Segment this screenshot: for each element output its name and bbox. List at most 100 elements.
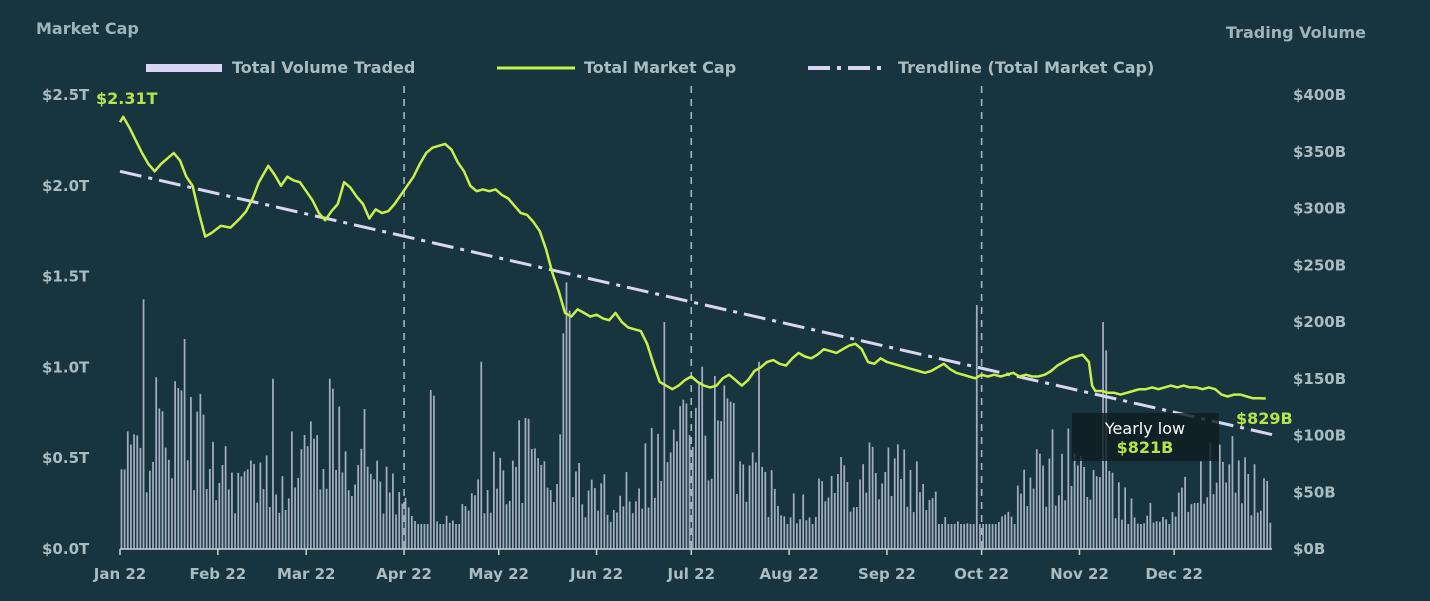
volume-bar	[1247, 473, 1250, 549]
volume-bar	[650, 427, 653, 549]
volume-bar	[1228, 464, 1231, 549]
volume-bar	[783, 516, 786, 549]
volume-bar	[167, 459, 170, 549]
volume-bar	[780, 515, 782, 549]
volume-bar	[590, 479, 593, 549]
volume-bar	[480, 361, 483, 549]
volume-bar	[344, 451, 347, 549]
volume-bar	[360, 448, 363, 549]
legend-swatch-volume	[146, 64, 222, 72]
volume-bar	[1061, 453, 1063, 549]
volume-bar	[578, 463, 580, 549]
volume-bar	[1206, 497, 1209, 549]
volume-bar	[1054, 505, 1057, 549]
volume-bar	[467, 510, 470, 549]
volume-bar	[868, 442, 871, 549]
volume-bar	[1004, 514, 1007, 549]
volume-bar	[584, 517, 587, 549]
volume-bar	[900, 479, 902, 549]
volume-bar	[821, 481, 824, 549]
volume-bar	[751, 452, 754, 549]
volume-bar	[638, 488, 640, 549]
volume-bar	[410, 516, 413, 549]
volume-bar	[1114, 518, 1117, 549]
volume-bar	[571, 497, 574, 549]
volume-bar	[268, 507, 271, 549]
volume-bar	[278, 512, 281, 549]
volume-bar	[382, 513, 385, 549]
volume-bar	[246, 469, 249, 549]
volume-bar	[597, 510, 599, 549]
volume-bar	[647, 507, 650, 549]
volume-bar	[540, 464, 543, 549]
volume-bar	[1124, 487, 1126, 549]
volume-bar	[603, 474, 606, 549]
volume-bar	[944, 517, 947, 549]
volume-bar	[619, 495, 622, 549]
volume-bar	[1067, 428, 1070, 549]
volume-bar	[224, 446, 227, 549]
volume-bar	[423, 524, 426, 549]
volume-bar	[956, 521, 959, 549]
volume-bar	[1020, 493, 1022, 549]
volume-bar	[1184, 476, 1186, 549]
volume-bar	[830, 476, 833, 549]
y-right-tick-label: $50B	[1293, 483, 1336, 501]
volume-bar	[139, 447, 142, 549]
volume-bar	[366, 466, 369, 549]
volume-bar	[988, 524, 991, 549]
volume-bar	[401, 503, 404, 549]
volume-bar	[489, 512, 492, 549]
volume-bar	[953, 524, 956, 549]
volume-bar	[250, 460, 252, 549]
volume-bar	[133, 434, 135, 549]
volume-bar	[669, 452, 672, 549]
volume-bar	[1121, 519, 1123, 549]
volume-bar	[319, 489, 322, 549]
volume-bar	[827, 497, 830, 549]
volume-bar	[1130, 498, 1133, 549]
volume-bar	[1042, 465, 1044, 549]
volume-bar	[594, 488, 596, 549]
volume-bar	[534, 448, 536, 549]
volume-bar	[1127, 524, 1130, 549]
volume-bar	[1155, 521, 1158, 549]
volume-bar	[887, 447, 890, 549]
volume-bar	[1092, 469, 1095, 549]
volume-bar	[474, 495, 476, 549]
volume-bar	[938, 524, 940, 549]
volume-bar	[925, 510, 928, 549]
volume-bar	[676, 441, 678, 549]
volume-bar	[338, 406, 341, 549]
volume-bar	[1193, 503, 1196, 549]
volume-bar	[1225, 482, 1227, 549]
volume-bar	[890, 496, 893, 549]
volume-bar	[262, 489, 265, 549]
volume-bar	[190, 396, 192, 549]
volume-bar	[805, 520, 808, 549]
volume-bar	[158, 408, 161, 549]
volume-bar	[903, 449, 906, 549]
volume-bar	[287, 498, 290, 549]
volume-bar	[445, 515, 448, 549]
volume-bar	[672, 429, 675, 549]
volume-bar	[347, 490, 350, 549]
volume-bar	[1263, 478, 1265, 549]
volume-bar	[275, 494, 277, 549]
volume-bar	[470, 493, 473, 549]
volume-bar	[609, 521, 612, 549]
x-tick-label: Oct 22	[954, 565, 1009, 583]
volume-bar	[919, 492, 921, 549]
volume-bar	[824, 501, 827, 549]
volume-bar	[792, 493, 795, 549]
volume-bar	[407, 507, 410, 549]
x-tick-label: Apr 22	[376, 565, 432, 583]
volume-bar	[758, 361, 760, 549]
volume-bar	[723, 385, 726, 549]
volume-bar	[635, 501, 637, 549]
volume-bar	[152, 461, 154, 549]
volume-bar	[1029, 477, 1032, 549]
volume-bar	[155, 377, 158, 549]
volume-bar	[174, 381, 176, 549]
